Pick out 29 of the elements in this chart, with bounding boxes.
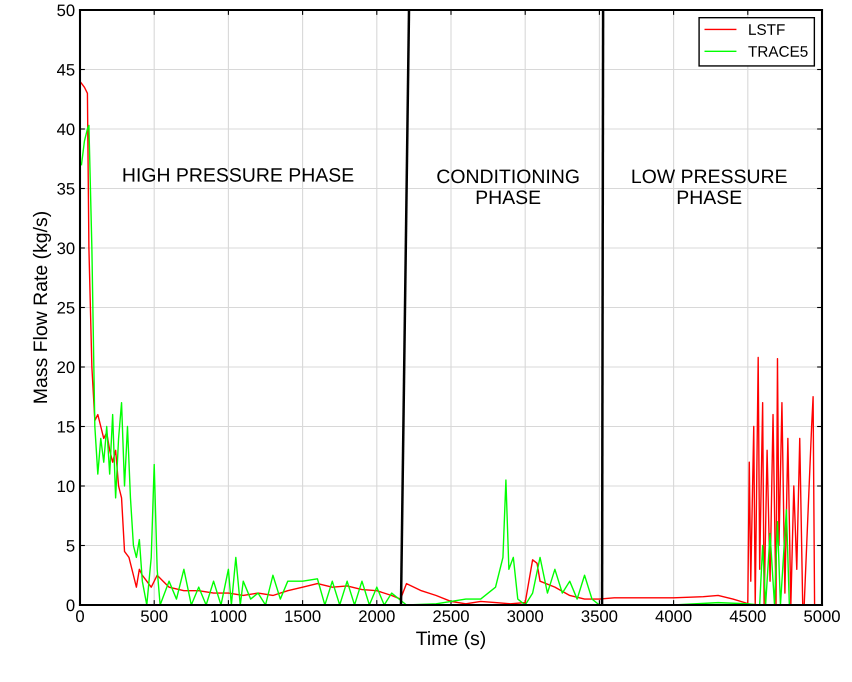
y-tick-label: 15 [58,421,74,433]
x-axis-title: Time (s) [416,630,486,650]
y-tick-label: 30 [57,242,74,254]
x-tick-label: 3000 [507,610,544,622]
x-tick-label: 0 [76,610,84,622]
x-tick-label: 500 [140,610,168,622]
y-tick-label: 20 [57,361,74,374]
legend-label: TRACE5 [748,46,808,57]
y-tick-label: 10 [58,480,74,492]
annotation: CONDITIONING PHASE [437,169,579,204]
x-tick-label: 2000 [359,610,395,622]
y-tick-label: 35 [57,182,74,195]
legend-label: LSTF [749,24,785,35]
x-tick-label: 1000 [211,610,246,622]
annotation: HIGH PRESSURE PHASE [123,168,354,182]
x-tick-label: 4500 [730,610,766,622]
y-tick-label: 25 [57,302,74,314]
x-tick-label: 2500 [433,610,469,622]
x-tick-label: 1500 [285,610,320,622]
x-tick-label: 5000 [804,610,840,622]
y-tick-label: 40 [56,123,74,136]
annotation: LOW PRESSURE PHASE [632,169,787,204]
y-tick-label: 5 [66,540,74,552]
y-tick-label: 0 [66,599,74,612]
y-axis-title: Mass Flow Rate (kg/s) [32,212,52,403]
x-tick-label: 3500 [582,610,618,622]
y-tick-label: 45 [56,64,74,76]
y-tick-label: 50 [57,4,74,16]
x-tick-label: 4000 [655,610,692,622]
